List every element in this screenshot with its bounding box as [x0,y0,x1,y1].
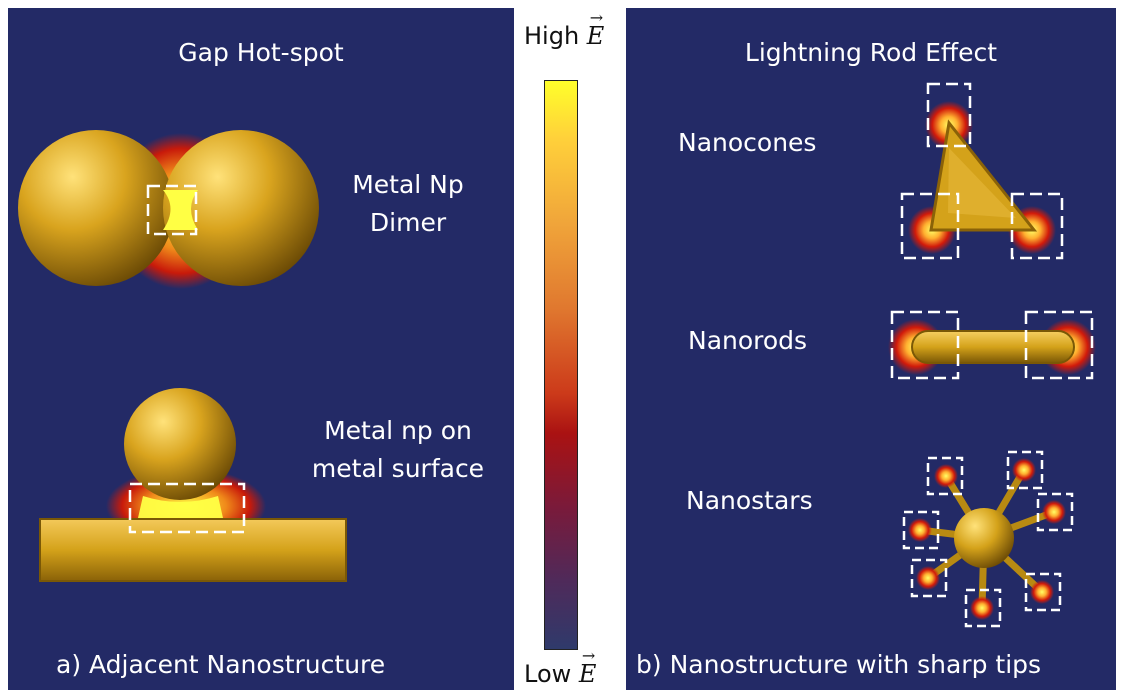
right-panel: Lightning Rod Effect Nanocones Nanorods … [626,8,1116,690]
right-panel-caption: b) Nanostructure with sharp tips [636,650,1042,679]
surface-sphere [124,388,236,500]
colorbar-high-label: High E [524,22,624,50]
colorbar-low-label: Low E [524,660,624,688]
left-illustration [18,130,347,582]
dimer-label-line2: Dimer [369,208,447,237]
nanorods-label: Nanorods [688,326,808,355]
right-illustration [888,82,1096,628]
left-panel-caption: a) Adjacent Nanostructure [56,650,386,679]
surface-label-line1: Metal np on [324,416,472,445]
surface-label-line2: metal surface [311,454,485,483]
dimer-label-line1: Metal Np [352,170,464,199]
surface-hotspot-box [128,482,246,534]
dimer-hotspot-box [146,184,198,236]
left-panel-title: Gap Hot-spot [178,38,344,67]
e-field-symbol-low: E [579,660,597,688]
nanocones-label: Nanocones [678,128,817,157]
dimer-sphere-left [18,130,174,286]
colorbar-legend: High E Low E [514,0,626,698]
dimer-hotspot [163,190,198,230]
left-panel: Gap Hot-spot Metal Np Dimer Metal np on … [8,8,514,690]
nanostar [902,450,1074,628]
surface-hotspot [138,496,223,518]
colorbar-low-text: Low [524,660,579,688]
nanorod [888,310,1096,380]
nanostars-label: Nanostars [686,486,813,515]
dimer-sphere-right [163,130,319,286]
colorbar-high-text: High [524,22,587,50]
colorbar-gradient [544,80,578,650]
right-panel-title: Lightning Rod Effect [744,38,998,67]
nanocone [900,82,1064,260]
metal-surface-slab [39,518,347,582]
e-field-symbol-high: E [587,22,605,50]
